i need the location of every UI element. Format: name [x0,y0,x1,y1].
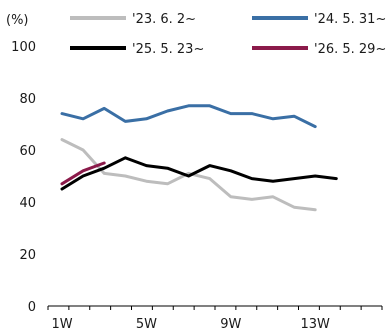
legend: '23. 6. 2~ '24. 5. 31~ '25. 5. 23~ '26. 5. … [70,12,386,57]
legend-label: '24. 5. 31~ [314,12,386,27]
y-tick-label: 60 [19,144,36,159]
series-group [60,104,338,212]
y-tick-label: 20 [19,248,36,263]
series-line-1 [60,138,317,212]
series-line-2 [60,104,317,129]
y-tick-label: 80 [19,92,36,107]
x-tick-label: 1W [51,317,72,332]
series-line-3 [60,156,338,191]
x-tick-label: 13W [300,317,330,332]
y-tick-label: 0 [28,300,36,315]
legend-label: '23. 6. 2~ [132,12,196,27]
x-tick-label: 9W [220,317,241,332]
y-tick-label: 40 [19,196,36,211]
x-tick-label: 5W [136,317,157,332]
legend-label: '25. 5. 23~ [132,42,204,57]
series-line-4 [60,161,106,186]
y-tick-label: 100 [11,40,36,55]
legend-label: '26. 5. 29~ [314,42,386,57]
x-axis: 1W 5W 9W 13W [47,305,383,332]
y-unit-label: (%) [6,13,29,28]
y-axis: 0 20 40 60 80 100 [11,40,36,315]
